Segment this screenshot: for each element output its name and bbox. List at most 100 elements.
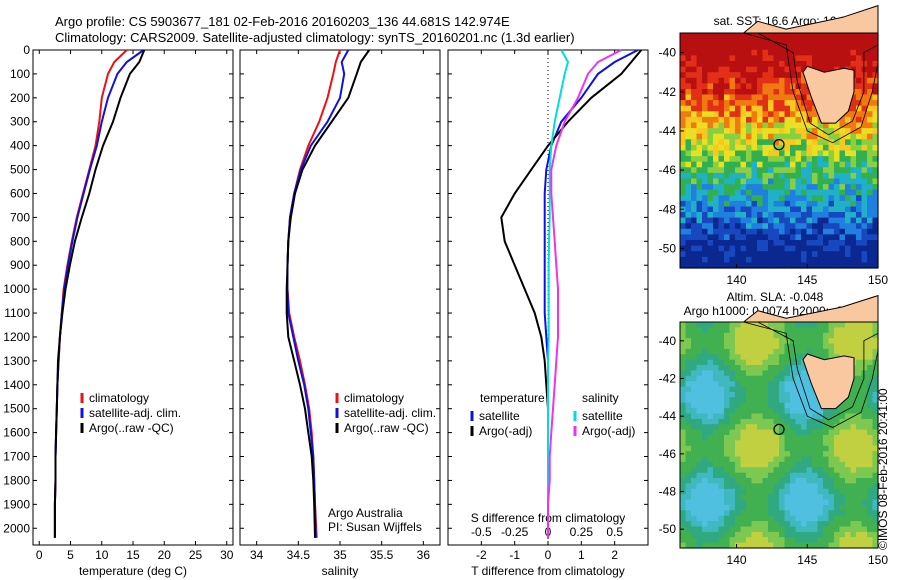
map-cell [746, 505, 753, 511]
map-cell [773, 38, 780, 45]
map-cell [801, 413, 808, 420]
map-cell [828, 327, 835, 334]
map-cell [718, 392, 725, 398]
map-cell [845, 408, 852, 415]
map-cell [812, 499, 819, 506]
map-cell [718, 156, 725, 163]
map-cell [707, 200, 714, 208]
map-cell [680, 144, 687, 152]
map-cell [740, 122, 747, 129]
map-cell [696, 515, 703, 522]
map-cell [724, 240, 731, 247]
map-cell [713, 234, 720, 241]
map-cell [746, 483, 753, 490]
map-cell [696, 451, 703, 458]
map-cell [740, 542, 747, 549]
map-cell [773, 348, 780, 355]
map-cell [845, 156, 852, 163]
map-cell [724, 262, 731, 269]
map-cell [867, 144, 874, 152]
map-cell [839, 478, 846, 484]
map-cell [680, 195, 687, 202]
map-cell [746, 515, 753, 522]
map-cell [773, 343, 780, 350]
map-cell [740, 262, 747, 269]
map-cell [757, 251, 764, 258]
map-cell [718, 217, 725, 224]
map-cell [729, 44, 736, 51]
map-cell [702, 510, 709, 517]
map-cell [762, 370, 769, 377]
map-cell [839, 184, 846, 191]
map-cell [817, 461, 824, 468]
map-cell [773, 461, 780, 468]
map-cell [757, 245, 764, 252]
map-cell [691, 150, 698, 157]
map-cell [828, 440, 835, 447]
y-tick-label: -40 [659, 46, 677, 60]
map-cell [867, 424, 874, 431]
map-cell [861, 139, 868, 146]
map-cell [773, 189, 780, 196]
map-cell [691, 66, 698, 73]
map-cell [828, 467, 835, 474]
map-cell [823, 234, 830, 241]
map-cell [790, 66, 797, 73]
map-cell [729, 418, 736, 425]
map-cell [757, 531, 764, 538]
map-cell [724, 418, 731, 425]
map-cell [801, 77, 808, 84]
map-cell [872, 472, 879, 479]
x-tick-label: 10 [95, 548, 109, 562]
map-cell [680, 212, 687, 219]
map-cell [713, 322, 720, 328]
map-cell [762, 77, 769, 84]
map-cell [707, 505, 714, 511]
map-cell [757, 72, 764, 79]
map-cell [861, 195, 868, 202]
map-cell [828, 478, 835, 484]
map-cell [751, 228, 758, 235]
map-cell [790, 505, 797, 511]
map-cell [740, 445, 747, 452]
map-cell [718, 251, 725, 258]
map-cell [685, 49, 692, 56]
map-cell [812, 44, 819, 51]
map-cell [751, 375, 758, 382]
map-cell [757, 223, 764, 230]
map-cell [724, 44, 731, 51]
map-cell [790, 402, 797, 409]
map-cell [850, 526, 857, 533]
map-cell [856, 55, 863, 62]
map-cell [724, 381, 731, 388]
map-cell [691, 332, 698, 339]
map-cell [740, 451, 747, 458]
map-cell [801, 116, 808, 124]
map-cell [762, 116, 769, 124]
map-cell [729, 94, 736, 101]
map-cell [861, 338, 868, 345]
map-cell [707, 365, 714, 371]
map-cell [823, 505, 830, 511]
map-cell [702, 150, 709, 157]
map-cell [718, 172, 725, 180]
map-cell [773, 150, 780, 157]
map-cell [872, 413, 879, 420]
x-tick-label: -1 [509, 548, 520, 562]
map-cell [812, 228, 819, 235]
map-cell [867, 77, 874, 84]
map-cell [850, 111, 857, 118]
map-cell [685, 505, 692, 511]
map-cell [707, 322, 714, 328]
legend-label: satellite [479, 409, 520, 423]
map-cell [850, 531, 857, 538]
map-cell [845, 44, 852, 51]
map-cell [707, 467, 714, 474]
map-cell [696, 55, 703, 62]
map-cell [685, 338, 692, 345]
map-cell [828, 521, 835, 528]
map-cell [850, 206, 857, 213]
map-cell [828, 494, 835, 501]
map-cell [768, 223, 775, 230]
map-cell [850, 440, 857, 447]
